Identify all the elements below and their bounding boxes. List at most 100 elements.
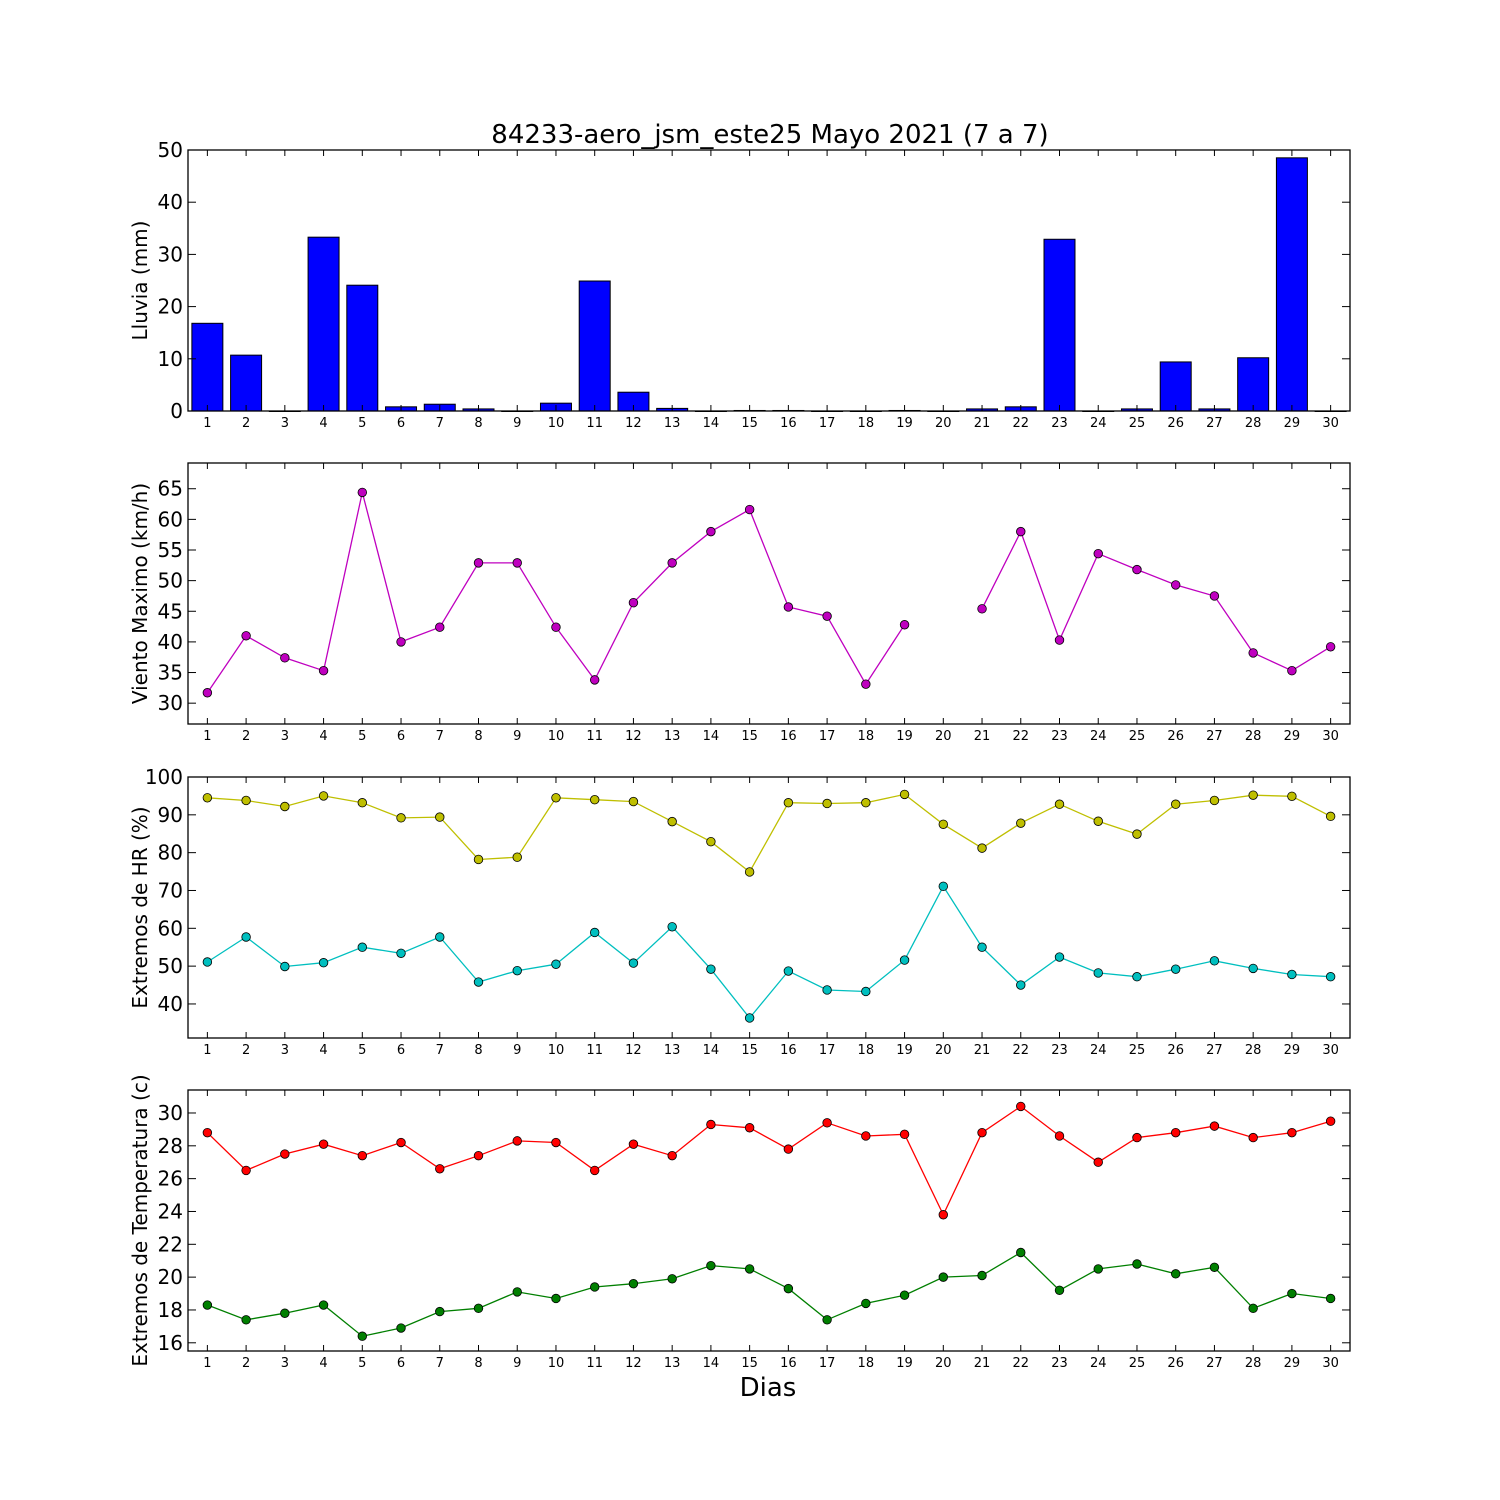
x-tick-label: 9 bbox=[513, 416, 521, 431]
series-1-point-day-17 bbox=[822, 798, 832, 809]
series-1-point-day-7 bbox=[435, 812, 445, 822]
series-1-point-day-28 bbox=[1248, 790, 1258, 800]
series-1-point-day-29 bbox=[1287, 791, 1297, 801]
x-tick-label: 13 bbox=[664, 1356, 681, 1371]
series-1-point-day-11 bbox=[590, 1165, 600, 1176]
series-1-point-day-3 bbox=[280, 653, 290, 663]
x-tick-label: 24 bbox=[1090, 729, 1107, 744]
x-tick-label: 20 bbox=[935, 1356, 952, 1371]
series-2-point-day-13 bbox=[667, 922, 677, 932]
series-2-point-day-27 bbox=[1209, 956, 1220, 966]
series-1-point-day-16 bbox=[783, 798, 794, 808]
y-tick-label: 60 bbox=[158, 916, 183, 940]
x-tick-label: 27 bbox=[1206, 729, 1223, 744]
series-1-point-day-9 bbox=[512, 1136, 522, 1146]
x-tick-label: 16 bbox=[780, 416, 797, 431]
x-tick-label: 30 bbox=[1322, 1043, 1339, 1058]
bar-day-2 bbox=[230, 354, 263, 412]
series-1-point-day-26 bbox=[1170, 1127, 1181, 1138]
series-1-point-day-21 bbox=[977, 604, 987, 614]
x-tick-label: 3 bbox=[281, 416, 289, 431]
series-2-point-day-15 bbox=[744, 1264, 755, 1274]
x-tick-label: 23 bbox=[1051, 416, 1068, 431]
x-tick-label: 25 bbox=[1129, 1043, 1146, 1058]
series-2-point-day-24 bbox=[1093, 968, 1103, 978]
x-tick-label: 29 bbox=[1284, 1043, 1301, 1058]
x-tick-label: 15 bbox=[741, 1043, 758, 1058]
x-tick-label: 10 bbox=[548, 1356, 565, 1371]
x-tick-label: 26 bbox=[1167, 729, 1184, 744]
x-tick-label: 8 bbox=[474, 1043, 482, 1058]
plot-frame bbox=[187, 149, 1351, 412]
plot-frame bbox=[187, 1089, 1351, 1352]
series-1-line bbox=[206, 492, 906, 694]
series-1-point-day-16 bbox=[783, 602, 794, 612]
x-tick-label: 2 bbox=[242, 416, 250, 431]
series-1-point-day-23 bbox=[1054, 1131, 1065, 1141]
x-tick-label: 14 bbox=[703, 729, 720, 744]
x-tick-label: 18 bbox=[858, 729, 875, 744]
series-1-point-day-12 bbox=[628, 1139, 639, 1149]
x-tick-label: 13 bbox=[664, 416, 681, 431]
panel-4: 1 2 3 4 5 6 7 8 9 10 11 12 13 14 15 16 17 18 19 20 21 22 23 24 2… bbox=[128, 1074, 1351, 1371]
series-2-point-day-16 bbox=[783, 1283, 794, 1294]
x-tick-label: 3 bbox=[281, 1043, 289, 1058]
plot-frame bbox=[187, 776, 1351, 1039]
series-2-point-day-19 bbox=[899, 955, 910, 965]
x-tick-label: 25 bbox=[1129, 1356, 1146, 1371]
series-2-point-day-5 bbox=[357, 1331, 368, 1341]
bar-day-11 bbox=[578, 280, 611, 412]
x-tick-label: 14 bbox=[703, 1356, 720, 1371]
series-2-point-day-27 bbox=[1209, 1262, 1220, 1272]
x-tick-label: 9 bbox=[513, 1043, 521, 1058]
series-2-point-day-11 bbox=[590, 927, 600, 938]
series-1-point-day-27 bbox=[1209, 591, 1220, 601]
series-1-point-day-28 bbox=[1248, 1132, 1258, 1143]
x-tick-label: 7 bbox=[436, 729, 444, 744]
x-tick-label: 30 bbox=[1322, 1356, 1339, 1371]
series-2-point-day-18 bbox=[861, 986, 871, 997]
series-1-point-day-7 bbox=[435, 622, 445, 632]
series-2-point-day-2 bbox=[241, 932, 251, 942]
series-2-point-day-12 bbox=[628, 958, 639, 968]
series-2-point-day-15 bbox=[744, 1013, 755, 1023]
series-1-point-day-21 bbox=[977, 1127, 987, 1138]
series-2-point-day-30 bbox=[1325, 972, 1336, 982]
series-2-point-day-30 bbox=[1325, 1293, 1336, 1304]
series-2-point-day-6 bbox=[396, 948, 406, 958]
series-1-point-day-9 bbox=[512, 558, 522, 568]
bar-day-23 bbox=[1043, 238, 1076, 412]
x-tick-label: 21 bbox=[974, 1043, 991, 1058]
y-tick-label: 50 bbox=[158, 569, 183, 593]
series-1-point-day-22 bbox=[1016, 526, 1026, 537]
x-tick-label: 30 bbox=[1322, 416, 1339, 431]
y-tick-label: 60 bbox=[158, 507, 183, 531]
y-axis-label: Viento Maximo (km/h) bbox=[128, 483, 152, 704]
series-1-point-day-14 bbox=[706, 836, 716, 847]
x-tick-label: 17 bbox=[819, 729, 836, 744]
x-tick-label: 11 bbox=[586, 1356, 603, 1371]
x-tick-label: 9 bbox=[513, 729, 521, 744]
x-tick-label: 5 bbox=[358, 1043, 366, 1058]
series-1-point-day-24 bbox=[1093, 816, 1103, 826]
y-tick-label: 50 bbox=[158, 954, 183, 978]
x-tick-label: 1 bbox=[203, 1043, 211, 1058]
x-tick-label: 16 bbox=[780, 1356, 797, 1371]
series-1-point-day-18 bbox=[861, 1131, 871, 1141]
y-tick-label: 26 bbox=[158, 1167, 183, 1191]
series-2-point-day-1 bbox=[202, 1300, 213, 1310]
panel-2: 1 2 3 4 5 6 7 8 9 10 11 12 13 14 15 16 17 18 19 20 21 22 23 24 2… bbox=[128, 462, 1351, 744]
series-2-point-day-17 bbox=[822, 985, 832, 995]
x-tick-label: 23 bbox=[1051, 1356, 1068, 1371]
series-2-point-day-7 bbox=[435, 932, 445, 942]
x-tick-label: 10 bbox=[548, 1043, 565, 1058]
series-1-point-day-16 bbox=[783, 1144, 794, 1154]
x-tick-label: 4 bbox=[319, 416, 327, 431]
series-2-point-day-3 bbox=[280, 1308, 290, 1318]
series-1-point-day-14 bbox=[706, 526, 716, 537]
series-2-point-day-14 bbox=[706, 1260, 716, 1271]
series-1-point-day-8 bbox=[473, 854, 484, 865]
series-1-point-day-17 bbox=[822, 611, 832, 621]
series-1-point-day-19 bbox=[899, 620, 910, 630]
x-tick-label: 21 bbox=[974, 416, 991, 431]
